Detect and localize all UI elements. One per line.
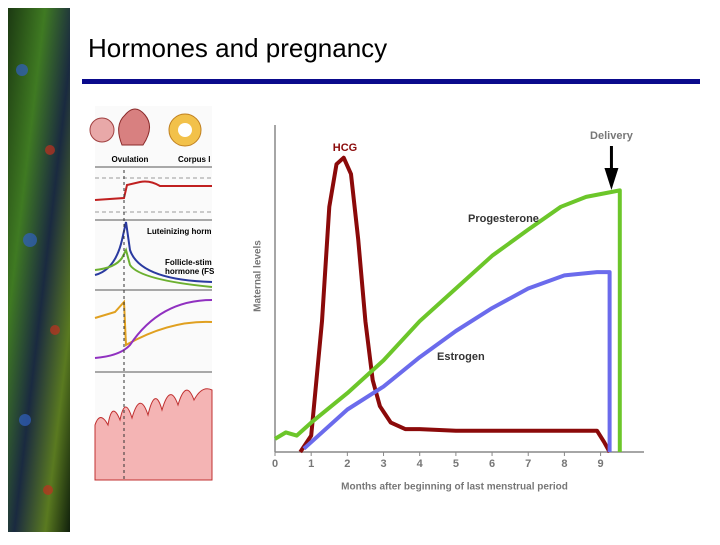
x-axis-label: Months after beginning of last menstrual…: [341, 482, 568, 493]
annotation: Delivery: [590, 130, 634, 142]
figure-label: hormone (FS: [165, 267, 215, 276]
x-tick-label: 8: [561, 458, 567, 470]
figure-label: Ovulation: [112, 155, 149, 164]
y-axis-label: Maternal levels: [253, 240, 264, 312]
x-tick-label: 6: [489, 458, 495, 470]
micrograph: [8, 8, 70, 532]
series-line: [273, 188, 622, 452]
figure-label: Luteinizing horm: [147, 227, 211, 236]
figure-label: Follicle-stim: [165, 258, 212, 267]
x-tick-label: 3: [380, 458, 386, 470]
series-label: Progesterone: [468, 213, 539, 225]
x-tick-label: 2: [344, 458, 350, 470]
series-line: [298, 155, 612, 454]
figure-label: Corpus l: [178, 155, 210, 164]
x-tick-label: 5: [453, 458, 459, 470]
x-tick-label: 4: [417, 458, 424, 470]
title-rule: [82, 79, 700, 84]
series-line: [302, 270, 612, 452]
series-label: HCG: [333, 142, 357, 154]
x-tick-label: 7: [525, 458, 531, 470]
x-tick-label: 0: [272, 458, 278, 470]
x-tick-label: 1: [308, 458, 314, 470]
micrograph-spots: [16, 64, 60, 495]
annotation-arrowhead: [604, 168, 619, 190]
side-figure: Ovulation Corpus l Luteinizing horm Foll…: [89, 106, 215, 481]
slide-title: Hormones and pregnancy: [88, 33, 387, 63]
x-tick-label: 9: [598, 458, 604, 470]
series-label: Estrogen: [437, 351, 485, 363]
